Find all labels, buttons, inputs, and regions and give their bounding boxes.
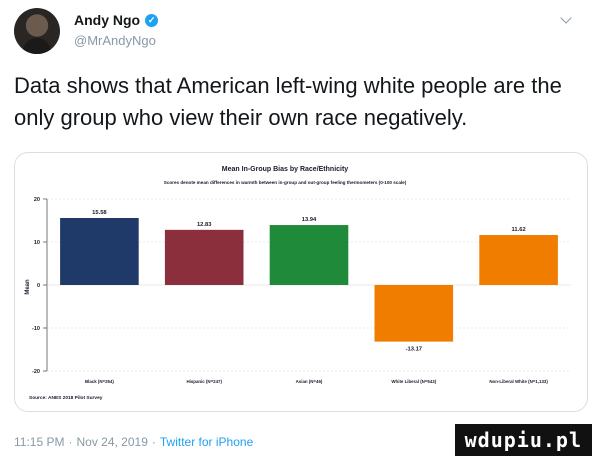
- bar: [374, 285, 454, 342]
- bias-bar-chart: Mean In-Group Bias by Race/Ethnicity Sco…: [25, 166, 571, 401]
- meta-separator: ·: [151, 435, 156, 449]
- chart-image-card[interactable]: Mean In-Group Bias by Race/Ethnicity Sco…: [14, 152, 588, 412]
- tweet-meta: 11:15 PM · Nov 24, 2019 · Twitter for iP…: [14, 435, 253, 449]
- bar-value-label: 15.58: [92, 210, 107, 216]
- y-tick-label: -10: [32, 326, 40, 332]
- chart-subtitle: Scores denote mean differences in warmth…: [164, 180, 407, 185]
- tweet-time[interactable]: 11:15 PM: [14, 435, 65, 449]
- y-tick-label: 20: [34, 197, 40, 203]
- meta-separator: ·: [68, 435, 73, 449]
- chart-ylabel: Mean: [25, 279, 31, 295]
- bar: [269, 225, 349, 285]
- x-category-label: Asian (N=46): [296, 379, 323, 384]
- bar-value-label: -13.17: [406, 347, 422, 353]
- x-category-label: Non-Liberal White (N=1,133): [489, 379, 548, 384]
- x-category-label: Hispanic (N=247): [186, 379, 222, 384]
- chart-title: Mean In-Group Bias by Race/Ethnicity: [222, 166, 349, 173]
- bar: [164, 229, 244, 285]
- chart-plot-area: 20 10 0 -10 -20 15.58 Black (N=254) 12.83 Hispan…: [32, 197, 571, 384]
- bar: [60, 218, 139, 285]
- tweet-text: Data shows that American left-wing white…: [14, 73, 562, 130]
- bar: [479, 235, 558, 285]
- x-category-label: Black (N=254): [85, 379, 114, 384]
- verified-badge-icon: ✓: [145, 13, 159, 27]
- bar-value-label: 13.94: [302, 217, 317, 223]
- author-handle[interactable]: @MrAndyNgo: [74, 33, 156, 48]
- bar-value-label: 12.83: [197, 222, 212, 228]
- tweet-date[interactable]: Nov 24, 2019: [76, 435, 148, 449]
- x-category-label: White Liberal (N=543): [391, 379, 436, 384]
- chart-source: Source: ANES 2018 Pilot Survey: [29, 395, 103, 401]
- author-row: Andy Ngo ✓: [74, 12, 159, 28]
- avatar[interactable]: [14, 8, 60, 54]
- y-tick-label: -20: [32, 369, 40, 375]
- tweet-client-link[interactable]: Twitter for iPhone: [159, 435, 254, 449]
- chevron-down-icon[interactable]: [560, 12, 572, 24]
- bar-value-label: 11.62: [512, 227, 526, 233]
- y-tick-label: 0: [37, 283, 40, 289]
- author-name[interactable]: Andy Ngo: [74, 12, 141, 28]
- y-tick-label: 10: [34, 240, 40, 246]
- watermark-logo: wdupiu.pl: [454, 424, 592, 456]
